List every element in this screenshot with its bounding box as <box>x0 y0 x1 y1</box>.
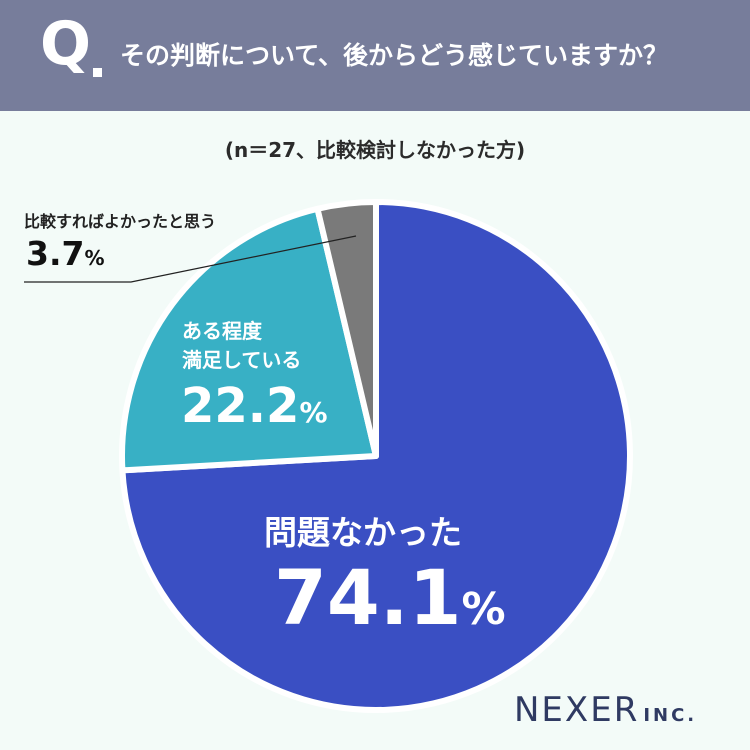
q-dot-decoration <box>93 68 102 77</box>
satisfied-number: 22.2 <box>181 378 300 434</box>
nexer-logo: NEXER INC. <box>514 690 697 730</box>
slice-value-satisfied: 22.2% <box>181 378 328 434</box>
leader-line <box>24 235 357 283</box>
slice-value-no-problem: 74.1% <box>274 553 506 642</box>
question-text: その判断について、後からどう感じていますか？ <box>120 41 669 70</box>
percent-sign: % <box>299 396 328 429</box>
satisfied-label-line2: 満足している <box>182 348 302 372</box>
slice-label-regret: 比較すればよかったと思う <box>24 212 217 231</box>
satisfied-label-line1: ある程度 <box>182 319 262 343</box>
no-problem-number: 74.1 <box>274 553 462 642</box>
percent-sign: % <box>84 246 105 270</box>
slice-label-no-problem: 問題なかった <box>264 513 462 552</box>
q-mark: Q <box>40 9 92 79</box>
sample-note: (n＝27、比較検討しなかった方) <box>224 138 526 162</box>
question-header: Q その判断について、後からどう感じていますか？ <box>0 0 750 111</box>
slice-label-satisfied: ある程度 満足している <box>182 317 301 375</box>
slice-regret <box>314 199 379 459</box>
percent-sign: % <box>461 584 506 635</box>
slice-satisfied <box>119 205 379 474</box>
logo-name: NEXER <box>514 690 640 730</box>
regret-number: 3.7 <box>26 234 85 273</box>
logo-suffix: INC. <box>643 705 698 726</box>
slice-value-regret: 3.7% <box>26 234 105 273</box>
